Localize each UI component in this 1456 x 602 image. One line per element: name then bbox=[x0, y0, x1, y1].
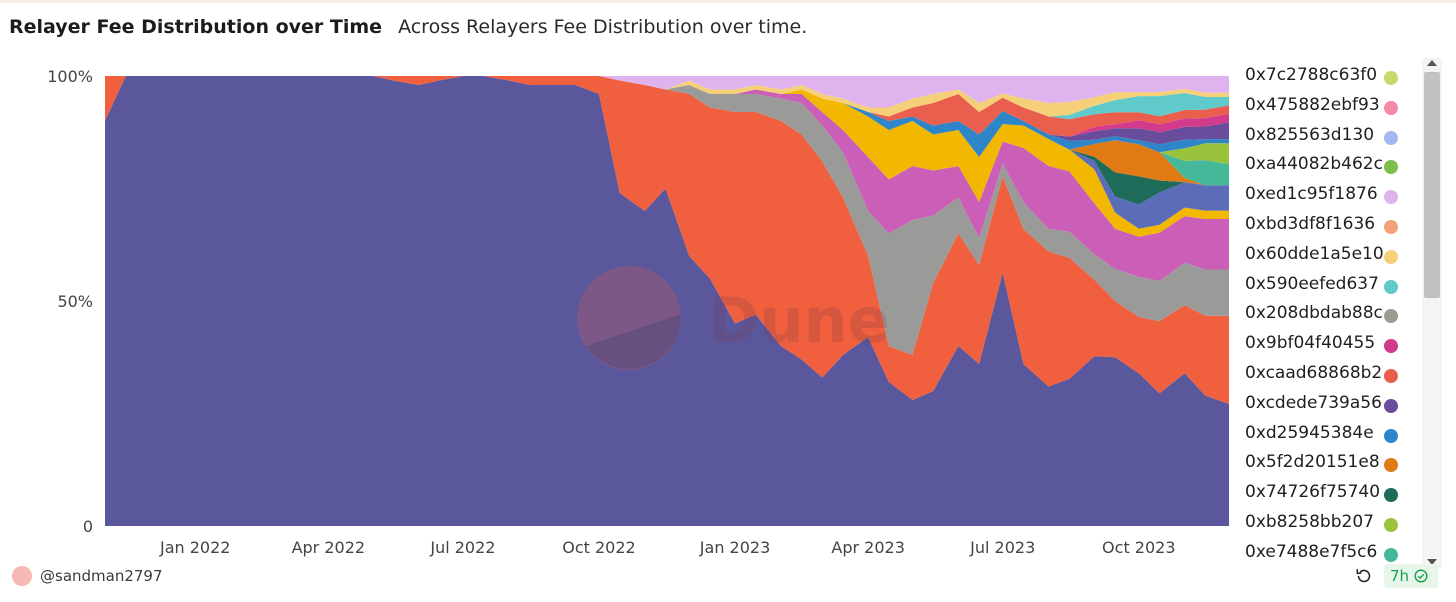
watermark-logo-lower bbox=[586, 314, 682, 369]
legend-label: 0x475882ebf93 bbox=[1245, 94, 1380, 115]
y-tick-label: 50% bbox=[57, 292, 93, 311]
legend-label: 0xcdede739a56 bbox=[1245, 392, 1382, 413]
x-tick-label: Jul 2022 bbox=[429, 538, 495, 557]
legend-color-dot bbox=[1384, 339, 1398, 354]
legend-color-dot bbox=[1384, 488, 1398, 503]
legend-label: 0x7c2788c63f0 bbox=[1245, 65, 1378, 85]
legend-scrollbar[interactable] bbox=[1422, 58, 1442, 568]
legend-color-dot bbox=[1384, 398, 1398, 413]
legend-item[interactable]: 0xd25945384e bbox=[1238, 420, 1438, 450]
x-tick-label: Apr 2023 bbox=[831, 538, 904, 557]
legend-label: 0x60dde1a5e10 bbox=[1245, 243, 1384, 264]
legend-item[interactable]: 0x60dde1a5e10 bbox=[1238, 241, 1438, 271]
area-series-0xb8258bb207[interactable] bbox=[105, 76, 1229, 404]
legend-label: 0x9bf04f40455 bbox=[1245, 333, 1376, 354]
legend-label: 0xbd3df8f1636 bbox=[1245, 214, 1376, 234]
x-tick-label: Oct 2022 bbox=[562, 538, 635, 557]
legend-color-dot bbox=[1384, 309, 1398, 324]
x-tick-label: Apr 2022 bbox=[292, 538, 365, 557]
legend-label: 0x208dbdab88c bbox=[1245, 303, 1383, 324]
legend-label: 0x5f2d20151e8 bbox=[1245, 452, 1380, 473]
legend-label: 0xb8258bb207 bbox=[1245, 512, 1374, 532]
legend-color-dot bbox=[1384, 369, 1398, 383]
watermark-text: Dune bbox=[708, 284, 890, 357]
legend-label: 0xcaad68868b2 bbox=[1245, 363, 1383, 383]
avatar bbox=[12, 566, 32, 586]
legend-color-dot bbox=[1384, 249, 1398, 264]
legend-item[interactable]: 0x74726f75740 bbox=[1238, 479, 1438, 509]
author-name[interactable]: @sandman2797 bbox=[40, 567, 163, 585]
x-tick-label: Jan 2023 bbox=[699, 538, 770, 557]
area-series-0x60dde1a5e10[interactable] bbox=[105, 76, 1229, 157]
y-tick-label: 0 bbox=[83, 517, 93, 536]
stacked-area-chart: Dune 0 50% 100% Jan 2022 Apr 2022 Jul 2022 Oct… bbox=[47, 67, 1229, 557]
legend-item[interactable]: 0xcaad68868b2 bbox=[1238, 360, 1438, 390]
legend-color-dot bbox=[1384, 190, 1398, 205]
legend-color-dot bbox=[1384, 428, 1398, 443]
scroll-thumb[interactable] bbox=[1424, 72, 1440, 298]
chart-legend: 0x7c2788c63f0 0x475882ebf93 0x825563d130 0x… bbox=[1238, 62, 1438, 566]
area-series-0x475882ebf93[interactable] bbox=[105, 76, 1229, 117]
legend-color-dot bbox=[1384, 547, 1398, 562]
legend-item[interactable]: 0xb8258bb207 bbox=[1238, 509, 1438, 539]
legend-label: 0xed1c95f1876 bbox=[1245, 184, 1378, 205]
legend-item[interactable]: 0xa44082b462c bbox=[1238, 151, 1438, 181]
legend-item[interactable]: 0xed1c95f1876 bbox=[1238, 181, 1438, 211]
legend-color-dot bbox=[1384, 220, 1398, 234]
x-tick-label: Oct 2023 bbox=[1102, 538, 1175, 557]
legend-color-dot bbox=[1384, 458, 1398, 473]
top-border bbox=[0, 0, 1456, 3]
refresh-icon[interactable] bbox=[1354, 566, 1374, 586]
legend-label: 0x590eefed637 bbox=[1245, 273, 1379, 294]
legend-label: 0xe7488e7f5c6 bbox=[1245, 541, 1378, 562]
dune-watermark: Dune bbox=[577, 266, 890, 370]
legend-item[interactable]: 0x475882ebf93 bbox=[1238, 92, 1438, 122]
author-info[interactable]: @sandman2797 bbox=[12, 565, 163, 587]
area-series-0x5f2d20151e8[interactable] bbox=[105, 76, 1229, 281]
legend-item[interactable]: 0x590eefed637 bbox=[1238, 271, 1438, 301]
area-series-0xd25945384e[interactable] bbox=[105, 76, 1229, 237]
chart-title: Relayer Fee Distribution over Time bbox=[9, 16, 383, 38]
legend-item[interactable]: 0xe7488e7f5c6 bbox=[1238, 539, 1438, 566]
legend-label: 0x74726f75740 bbox=[1245, 482, 1381, 503]
legend-item[interactable]: 0xcdede739a56 bbox=[1238, 390, 1438, 420]
legend-item[interactable]: 0xbd3df8f1636 bbox=[1238, 211, 1438, 241]
scroll-down-arrow-icon[interactable] bbox=[1427, 559, 1437, 565]
legend-color-dot bbox=[1384, 130, 1398, 145]
chart-subtitle: Across Relayers Fee Distribution over ti… bbox=[398, 16, 808, 38]
watermark-logo bbox=[577, 266, 681, 370]
legend-item[interactable]: 0x5f2d20151e8 bbox=[1238, 449, 1438, 479]
legend-color-dot bbox=[1384, 160, 1398, 175]
area-series-group bbox=[105, 76, 1229, 526]
legend-item[interactable]: 0x9bf04f40455 bbox=[1238, 330, 1438, 360]
x-tick-label: Jan 2022 bbox=[159, 538, 230, 557]
legend-color-dot bbox=[1384, 279, 1398, 294]
legend-item[interactable]: 0x825563d130 bbox=[1238, 122, 1438, 152]
area-series-0xe7488e7f5c6[interactable] bbox=[105, 76, 1229, 526]
area-series-0x7c2788c63f0[interactable] bbox=[105, 76, 1229, 108]
legend-item[interactable]: 0x7c2788c63f0 bbox=[1238, 62, 1438, 92]
legend-color-dot bbox=[1384, 71, 1398, 85]
scroll-up-arrow-icon[interactable] bbox=[1427, 60, 1437, 66]
area-series-0xa44082b462c[interactable] bbox=[105, 76, 1229, 137]
legend-item[interactable]: 0x208dbdab88c bbox=[1238, 300, 1438, 330]
age-text: 7h bbox=[1390, 567, 1410, 585]
y-tick-label: 100% bbox=[47, 67, 93, 86]
legend-label: 0xd25945384e bbox=[1245, 422, 1374, 443]
freshness-badge[interactable]: 7h bbox=[1384, 564, 1438, 588]
area-series-0xcdede739a56[interactable] bbox=[105, 76, 1229, 229]
legend-label: 0xa44082b462c bbox=[1245, 154, 1383, 175]
legend-label: 0x825563d130 bbox=[1245, 124, 1375, 145]
chart-header: Relayer Fee Distribution over Time Acros… bbox=[9, 16, 807, 42]
legend-color-dot bbox=[1384, 100, 1398, 115]
x-tick-label: Jul 2023 bbox=[969, 538, 1035, 557]
check-circle-icon bbox=[1414, 569, 1428, 583]
legend-color-dot bbox=[1384, 518, 1398, 532]
area-series-0xcaad68868b2[interactable] bbox=[105, 76, 1229, 205]
